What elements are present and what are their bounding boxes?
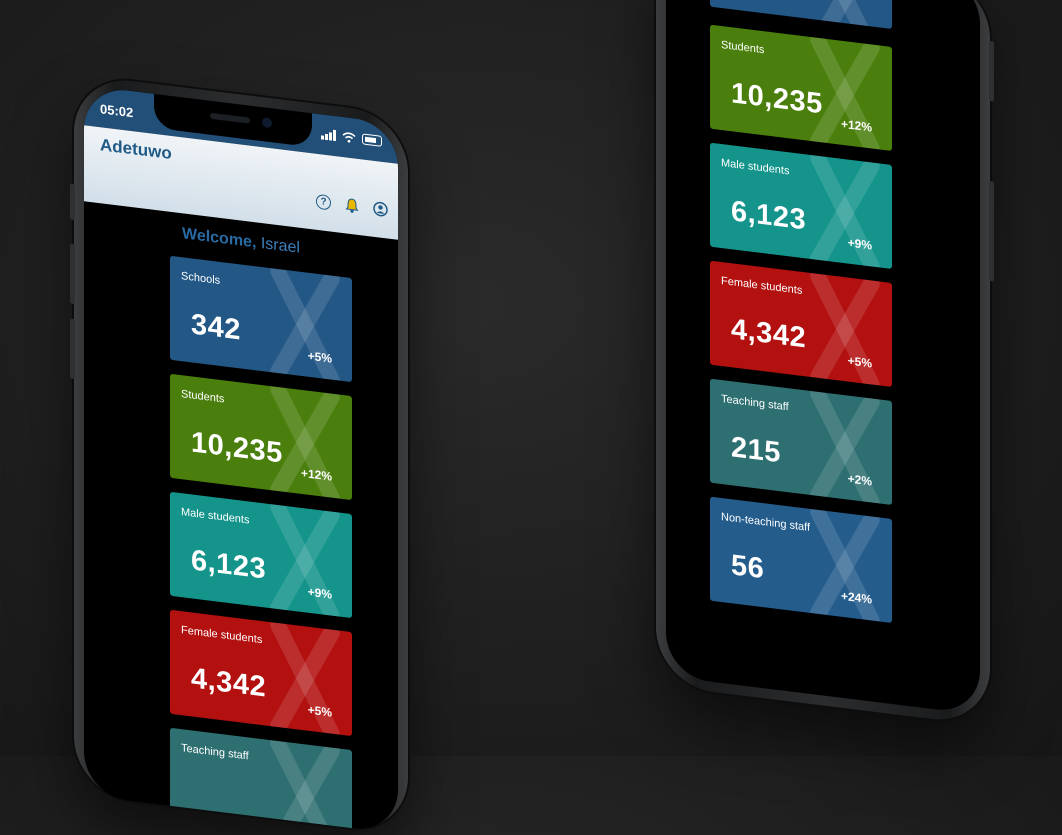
wifi-icon (342, 132, 356, 143)
stat-card-female-students[interactable]: Female students 4,342 +5% (710, 260, 892, 387)
stat-card-female-students[interactable]: Female students 4,342 +5% (170, 609, 352, 737)
stat-value: 6,123 (191, 544, 267, 586)
card-watermark (280, 729, 326, 833)
cellular-signal-icon (321, 128, 336, 142)
notification-bell-icon[interactable] (345, 197, 359, 214)
stat-card-students[interactable]: Students 10,235 +12% (170, 373, 352, 501)
battery-icon (362, 133, 382, 147)
stat-change: +2% (847, 471, 872, 489)
stat-label: Students (721, 38, 765, 57)
status-time: 05:02 (100, 101, 134, 121)
stat-label: Male students (181, 506, 250, 527)
stat-value: 6,123 (731, 195, 807, 237)
stat-value: 10,235 (731, 77, 823, 121)
left-phone-frame: 05:02 Adetuwo ? (70, 74, 408, 835)
stat-label: Students (181, 388, 225, 406)
stat-card-teaching-staff[interactable]: Teaching staff 215 +2% (710, 378, 892, 505)
stat-card-schools[interactable]: Schools 342 +5% (170, 255, 352, 383)
mute-switch (70, 183, 75, 221)
stat-card-schools[interactable] (710, 0, 892, 29)
stat-value: 10,235 (191, 426, 283, 470)
stat-value: 56 (731, 549, 765, 586)
volume-up-button (70, 243, 75, 305)
stat-change: +9% (307, 584, 332, 602)
app-title: Adetuwo (100, 135, 172, 164)
stat-value: 4,342 (731, 313, 807, 355)
stat-value: 4,342 (191, 662, 267, 704)
stat-change: +9% (847, 235, 872, 253)
stat-value: 215 (731, 431, 781, 470)
stat-label: Schools (181, 270, 221, 287)
stat-label: Male students (721, 156, 790, 178)
stat-card-male-students[interactable]: Male students 6,123 +9% (170, 491, 352, 619)
welcome-name: Israel (260, 234, 300, 257)
stat-card-students[interactable]: Students 10,235 +12% (710, 24, 892, 151)
volume-down-button (70, 318, 75, 380)
power-button (989, 40, 994, 102)
status-bar: 05:02 (84, 85, 398, 164)
stat-change: +5% (847, 353, 872, 371)
stat-label: Female students (721, 274, 803, 297)
side-button (989, 180, 994, 282)
stat-value: 342 (191, 308, 241, 347)
app-actions: ? (316, 193, 388, 218)
stat-card-male-students[interactable]: Male students 6,123 +9% (710, 142, 892, 269)
stat-card-non-teaching-staff[interactable]: Non-teaching staff 56 +24% (710, 496, 892, 623)
stat-change: +5% (307, 348, 332, 366)
stat-label: Female students (181, 624, 263, 647)
left-phone-screen: 05:02 Adetuwo ? (84, 85, 398, 834)
status-icons (321, 128, 382, 147)
welcome-greeting: Welcome, (182, 225, 257, 252)
stat-card-teaching-staff[interactable]: Teaching staff (170, 727, 352, 834)
user-account-icon[interactable] (373, 201, 388, 218)
help-circle-icon[interactable]: ? (316, 193, 331, 211)
stat-label: Teaching staff (181, 742, 249, 763)
right-phone-frame: Students 10,235 +12% Male students 6,123… (656, 0, 994, 727)
stat-label: Teaching staff (721, 392, 789, 414)
speaker-grille (210, 112, 250, 124)
card-watermark (820, 0, 866, 29)
front-camera (262, 117, 272, 129)
stat-change: +5% (307, 702, 332, 720)
mockup-scene: { "status": { "time": "05:02" }, "app": … (0, 0, 1062, 756)
app-bar: Adetuwo ? (84, 125, 398, 240)
stat-label: Non-teaching staff (721, 510, 811, 534)
right-phone-screen: Students 10,235 +12% Male students 6,123… (666, 0, 980, 715)
